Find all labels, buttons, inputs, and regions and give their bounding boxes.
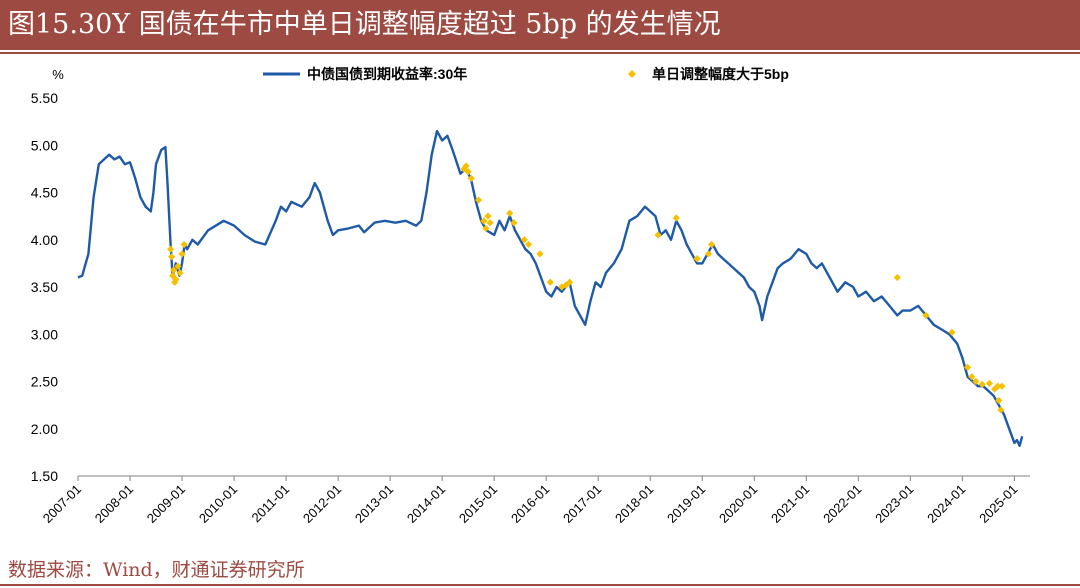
adjustment-marker [998,382,1006,390]
adjustment-marker [172,275,180,284]
adjustment-marker [168,253,176,261]
y-tick-label: 2.50 [31,374,58,390]
adjustment-marker [978,380,986,388]
legend-label-yield: 中债国债到期收益率:30年 [307,66,467,82]
adjustment-marker [994,382,1002,390]
x-tick-label: 2011-01 [249,482,293,526]
adjustment-marker [176,269,184,277]
line-chart: 5.50 5.00 4.50 4.00 3.50 3.00 2.50 2.00 1.50% 200… [31,66,1030,526]
adjustment-marker [893,273,901,282]
adjustment-marker [654,231,662,239]
adjustment-marker [995,396,1003,404]
adjustment-marker [480,217,488,225]
adjustment-marker [462,162,470,170]
x-tick-label: 2009-01 [144,482,188,526]
x-tick-label: 2023-01 [872,482,916,526]
x-tick-label: 2008-01 [92,482,136,526]
y-axis-unit: % [52,67,64,82]
x-tick-label: 2021-01 [768,482,812,526]
legend-label-adjustment: 单日调整幅度大于5bp [652,66,789,82]
y-tick-label: 2.00 [31,421,58,437]
bottom-rule [0,584,1080,586]
adjustment-marker [922,311,930,319]
legend-marker-swatch [628,70,636,78]
adjustment-marker [464,168,472,176]
y-tick-label: 1.50 [31,468,58,484]
x-tick-label: 2017-01 [560,482,604,526]
adjustment-marker [474,196,483,204]
yield-line [77,129,1024,447]
adjustment-marker [546,278,554,286]
y-tick-label: 4.50 [31,185,58,201]
x-tick-label: 2007-01 [40,482,84,526]
y-tick-label: 3.00 [31,326,58,342]
adjustment-marker [972,377,980,386]
adjustment-marker [997,406,1005,414]
adjustment-marker [482,224,490,233]
adjustment-marker [963,363,972,371]
title-rule [0,52,1080,54]
adjustment-marker [948,328,956,336]
adjustment-marker [166,245,175,253]
x-tick-label: 2024-01 [924,482,968,526]
adjustment-marker [460,165,468,173]
adjustment-marker [536,250,544,258]
adjustment-marker [704,250,713,258]
adjustment-marker [985,379,994,387]
x-tick-label: 2020-01 [716,482,760,526]
adjustment-marker [991,385,999,393]
adjustment-marker [672,214,680,222]
x-tick-label: 2015-01 [456,482,500,526]
adjustment-marker [968,373,976,381]
adjustment-marker [484,212,492,220]
x-tick-label: 2022-01 [820,482,864,526]
x-tick-label: 2018-01 [612,482,656,526]
x-tick-label: 2025-01 [976,482,1020,526]
adjustment-marker [486,219,494,227]
adjustment-marker [180,240,188,249]
x-tick-label: 2016-01 [508,482,552,526]
x-tick-label: 2012-01 [300,482,344,526]
x-tick-label: 2019-01 [664,482,708,526]
x-tick-label: 2013-01 [352,482,396,526]
y-tick-label: 4.00 [31,232,58,248]
adjustment-marker [178,250,186,258]
adjustment-marker [520,236,528,244]
y-tick-label: 3.50 [31,279,58,295]
x-tick-label: 2014-01 [404,482,448,526]
adjustment-marker [506,209,514,217]
y-tick-label: 5.00 [31,137,58,153]
adjustment-marker [467,174,475,182]
y-tick-label: 5.50 [31,90,58,106]
title-bar: 图15.30Y 国债在牛市中单日调整幅度超过 5bp 的发生情况 [0,0,1080,50]
adjustment-marker [170,266,178,274]
chart-title: 图15.30Y 国债在牛市中单日调整幅度超过 5bp 的发生情况 [8,9,721,40]
adjustment-marker [524,240,533,249]
adjustment-marker [510,219,518,227]
source-note: 数据来源：Wind，财通证券研究所 [8,559,305,581]
adjustment-marker [708,240,716,249]
x-tick-label: 2010-01 [196,482,240,526]
